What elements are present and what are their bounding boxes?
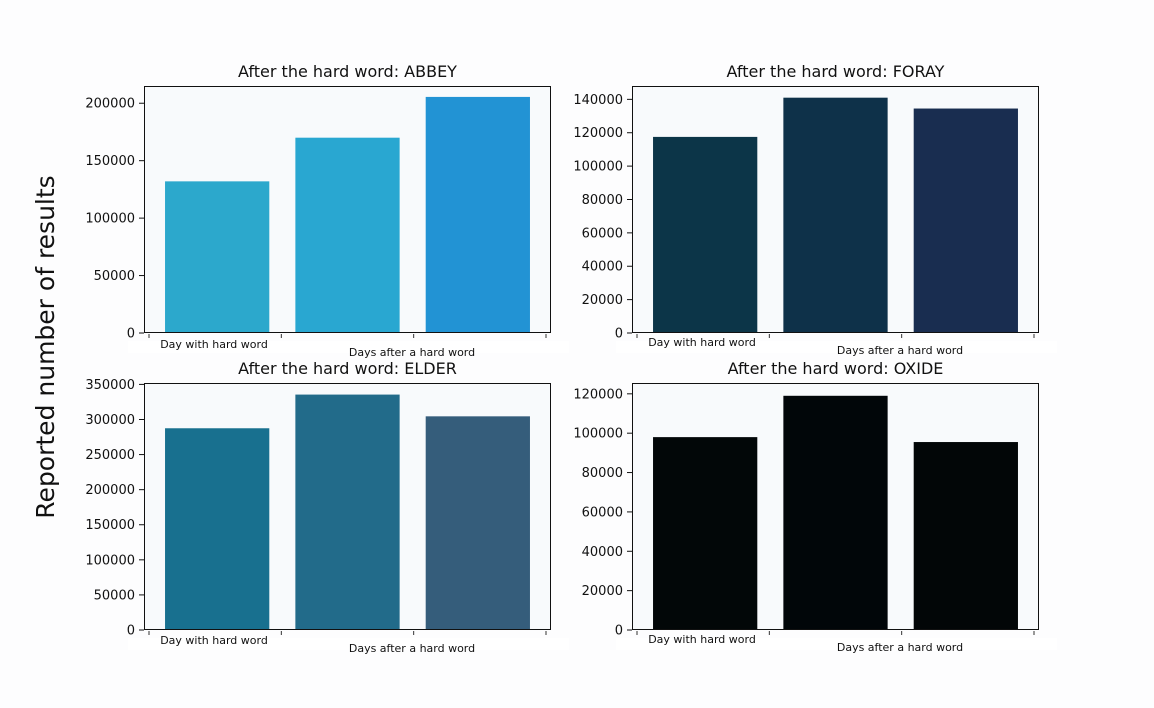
secondary-x-axis <box>128 638 569 650</box>
y-tick-label: 350000 <box>85 378 135 393</box>
chart-title: After the hard word: ABBEY <box>238 62 457 81</box>
bar-oxide-2 <box>783 395 888 630</box>
y-tick-label: 250000 <box>85 448 135 463</box>
y-tick-label: 150000 <box>85 154 135 169</box>
y-tick-label: 20000 <box>582 293 623 308</box>
y-tick-label: 50000 <box>94 588 135 603</box>
chart-title: After the hard word: ELDER <box>238 359 457 378</box>
x-tick-label: Day with hard word <box>160 634 268 647</box>
subplot-foray: After the hard word: FORAY 0 20000 40000 600… <box>573 62 1057 357</box>
y-tick-label: 0 <box>127 624 135 639</box>
bar-oxide-3 <box>913 442 1018 630</box>
bar-abbey-3 <box>425 96 530 333</box>
y-tick-label: 120000 <box>573 387 623 402</box>
y-tick-label: 140000 <box>573 93 623 108</box>
figure-ylabel: Reported number of results <box>31 175 60 518</box>
bar-foray-2 <box>783 97 888 333</box>
axes-frame <box>144 86 551 333</box>
y-tick-label: 100000 <box>573 427 623 442</box>
x-tick-label: Day with hard word <box>648 633 756 646</box>
y-tick-label: 40000 <box>582 260 623 275</box>
bar-foray-3 <box>913 108 1018 334</box>
y-tick-label: 20000 <box>582 584 623 599</box>
y-tick-label: 60000 <box>582 226 623 241</box>
y-tick-label: 0 <box>615 624 623 639</box>
y-tick-label: 60000 <box>582 505 623 520</box>
y-tick-label: 200000 <box>85 97 135 112</box>
axes-frame <box>632 383 1039 630</box>
y-tick-label: 40000 <box>582 545 623 560</box>
x-axis-label: Days after a hard word <box>837 344 963 357</box>
x-tick-label: Day with hard word <box>160 338 268 351</box>
x-axis-label: Days after a hard word <box>349 346 475 359</box>
y-tick-label: 200000 <box>85 483 135 498</box>
y-tick-label: 0 <box>615 327 623 342</box>
bar-abbey-1 <box>165 181 270 333</box>
y-tick-label: 100000 <box>85 212 135 227</box>
y-tick-label: 80000 <box>582 466 623 481</box>
chart-title: After the hard word: OXIDE <box>728 359 944 378</box>
y-tick-label: 50000 <box>94 269 135 284</box>
axes-frame <box>632 86 1039 333</box>
bar-abbey-2 <box>295 137 400 333</box>
bar-elder-1 <box>165 428 270 630</box>
secondary-x-axis <box>616 341 1057 353</box>
subplot-oxide: After the hard word: OXIDE 0 20000 40000 600… <box>573 359 1057 654</box>
bar-elder-3 <box>425 416 530 630</box>
x-axis-label: Days after a hard word <box>349 642 475 655</box>
subplot-elder: After the hard word: ELDER 0 50000 100000 15… <box>85 359 569 655</box>
axes-frame <box>144 383 551 630</box>
x-tick-label: Day with hard word <box>648 336 756 349</box>
chart-title: After the hard word: FORAY <box>727 62 945 81</box>
y-tick-label: 120000 <box>573 126 623 141</box>
bar-elder-2 <box>295 394 400 630</box>
x-axis-label: Days after a hard word <box>837 641 963 654</box>
y-tick-label: 100000 <box>573 160 623 175</box>
secondary-x-axis <box>128 341 569 353</box>
y-tick-label: 0 <box>127 327 135 342</box>
y-tick-label: 100000 <box>85 553 135 568</box>
y-tick-label: 80000 <box>582 193 623 208</box>
bar-oxide-1 <box>653 437 758 630</box>
y-tick-label: 300000 <box>85 413 135 428</box>
subplot-abbey: After the hard word: ABBEY 0 50000 100000 15… <box>85 62 569 359</box>
y-tick-label: 150000 <box>85 518 135 533</box>
secondary-x-axis <box>616 638 1057 650</box>
bar-foray-1 <box>653 136 758 333</box>
